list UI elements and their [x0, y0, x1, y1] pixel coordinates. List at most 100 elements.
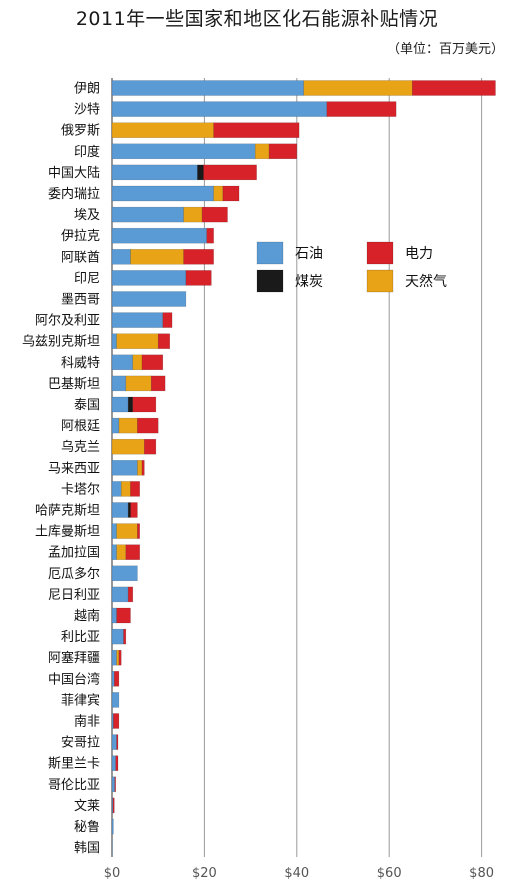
category-label-36: 韩国	[74, 841, 100, 856]
bar-segment-19-0	[111, 481, 122, 497]
bar-segment-25-3	[116, 607, 131, 624]
bar-segment-32-3	[115, 755, 119, 771]
bar-segment-1-0	[111, 101, 328, 117]
category-label-0: 伊朗	[74, 82, 100, 97]
category-label-23: 厄瓜多尔	[48, 566, 100, 582]
x-tick-label-0: $0	[104, 866, 121, 881]
category-label-9: 印尼	[74, 271, 100, 286]
bar-segment-8-0	[111, 249, 131, 265]
bar-segment-17-3	[144, 438, 157, 455]
category-label-4: 中国大陆	[48, 165, 100, 181]
bar-segment-12-0	[111, 333, 117, 349]
bar-segment-22-0	[111, 544, 117, 560]
bar-segment-4-3	[203, 164, 257, 181]
category-label-17: 乌克兰	[61, 439, 100, 455]
category-label-29: 菲律宾	[61, 692, 100, 708]
category-label-28: 中国台湾	[48, 671, 100, 687]
bar-segment-14-2	[125, 375, 152, 392]
category-label-13: 科威特	[61, 356, 100, 371]
category-label-34: 文莱	[74, 799, 100, 814]
bar-segment-32-0	[111, 755, 116, 771]
bar-segment-15-1	[127, 396, 134, 413]
bar-segment-16-2	[118, 417, 138, 434]
category-label-35: 秘鲁	[74, 820, 100, 835]
bar-segment-20-0	[111, 502, 129, 518]
legend-label-2: 煤炭	[295, 274, 323, 290]
bar-segment-6-2	[183, 206, 203, 223]
bar-segment-20-3	[130, 502, 138, 518]
category-label-31: 安哥拉	[61, 736, 100, 751]
bar-segment-31-3	[116, 734, 119, 750]
bar-segment-5-2	[213, 185, 224, 202]
bar-segment-5-3	[222, 185, 240, 202]
bar-segment-18-3	[141, 460, 145, 476]
bar-segment-33-0	[111, 776, 116, 793]
bar-segment-4-1	[197, 164, 204, 181]
category-label-8: 阿联酋	[61, 249, 100, 265]
bar-segment-18-0	[111, 460, 138, 476]
bar-segment-22-2	[116, 544, 127, 560]
category-label-26: 利比亚	[61, 630, 100, 645]
x-tick-label-4: $80	[469, 866, 494, 881]
bar-segment-23-0	[111, 565, 138, 582]
category-label-33: 哥伦比亚	[48, 778, 100, 793]
category-label-7: 伊拉克	[61, 229, 100, 244]
x-tick-label-3: $60	[377, 866, 402, 881]
category-label-2: 俄罗斯	[61, 124, 100, 139]
bar-segment-12-3	[157, 333, 170, 349]
bar-segment-33-3	[114, 776, 116, 793]
bar-segment-35-0	[111, 818, 114, 835]
bar-segment-25-0	[111, 607, 117, 624]
bar-segment-24-3	[127, 586, 134, 603]
bar-segment-13-2	[132, 354, 143, 371]
chart-title: 2011年一些国家和地区化石能源补贴情况	[75, 8, 439, 30]
bar-segment-13-0	[111, 354, 134, 371]
legend-swatch-3	[366, 269, 394, 293]
bar-segment-11-3	[162, 312, 173, 328]
category-label-30: 南非	[74, 714, 100, 730]
bar-segment-0-2	[303, 80, 413, 96]
bar-segment-21-0	[111, 523, 117, 539]
category-label-10: 墨西哥	[61, 293, 100, 308]
bar-segment-34-3	[112, 797, 115, 814]
bar-segment-30-3	[113, 713, 120, 729]
legend-label-3: 天然气	[405, 273, 447, 290]
bar-segment-0-3	[412, 80, 496, 96]
bar-segment-15-3	[132, 396, 157, 413]
category-label-11: 阿尔及利亚	[35, 314, 100, 329]
category-label-16: 阿根廷	[61, 419, 100, 434]
bar-segment-8-3	[183, 249, 214, 265]
bar-segment-21-2	[116, 523, 138, 539]
bar-segment-24-0	[111, 586, 129, 603]
category-label-27: 阿塞拜疆	[48, 650, 100, 666]
category-label-15: 泰国	[74, 398, 100, 413]
category-label-24: 尼日利亚	[48, 588, 100, 603]
legend-label-1: 电力	[405, 246, 433, 262]
category-label-6: 埃及	[74, 208, 100, 223]
category-label-3: 印度	[74, 144, 100, 160]
category-label-19: 卡塔尔	[61, 482, 100, 497]
bar-segment-26-0	[111, 628, 124, 645]
bar-segment-31-0	[111, 734, 117, 750]
legend-swatch-0	[256, 241, 284, 265]
bar-segment-14-3	[151, 375, 166, 392]
bar-segment-27-2	[116, 649, 120, 666]
category-label-14: 巴基斯坦	[48, 377, 100, 392]
bar-segment-22-3	[125, 544, 140, 560]
bar-segment-27-0	[111, 649, 117, 666]
bar-segment-10-0	[111, 291, 187, 307]
bar-segment-13-3	[141, 354, 164, 371]
category-label-20: 哈萨克斯坦	[35, 504, 100, 519]
bar-segment-11-0	[111, 312, 164, 328]
bar-segment-20-1	[127, 502, 131, 518]
bar-segment-19-2	[120, 481, 131, 497]
bar-segment-6-0	[111, 206, 184, 223]
legend-swatch-1	[366, 241, 394, 265]
bar-segment-16-0	[111, 417, 120, 434]
legend-swatch-2	[256, 269, 284, 293]
bar-segment-8-2	[130, 249, 184, 265]
bar-segment-17-2	[111, 438, 145, 455]
bar-segment-3-3	[268, 143, 298, 160]
bar-segment-26-3	[123, 628, 127, 645]
